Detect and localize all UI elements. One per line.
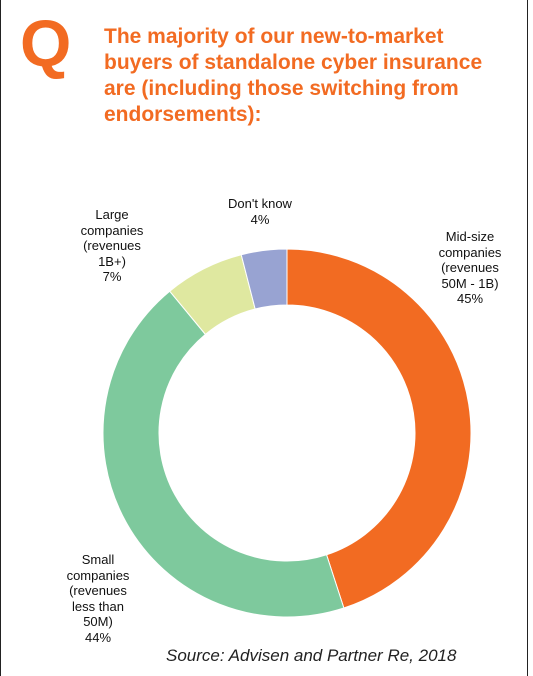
slice-value-dont-know: 4% xyxy=(250,211,270,227)
slice-mid-size xyxy=(286,248,472,609)
question-line: buyers of standalone cyber insurance xyxy=(104,51,483,74)
slice-small xyxy=(102,290,345,618)
slice-label-small: Small companies (revenues less than 50M)… xyxy=(48,552,148,645)
slice-value-small: 44% xyxy=(84,629,112,645)
slice-label-mid-size: Mid-size companies (revenues 50M - 1B) 4… xyxy=(420,229,520,307)
slice-value-large: 7% xyxy=(102,269,122,284)
slice-label-large: Large companies (revenues 1B+) 7% xyxy=(62,207,162,285)
source-note: Source: Advisen and Partner Re, 2018 xyxy=(166,646,457,665)
slice-label-dont-know: Don't know 4% xyxy=(210,196,310,227)
question-title: The majority of our new-to-market buyers… xyxy=(104,24,514,128)
slice-dont-know xyxy=(240,248,288,310)
question-line: The majority of our new-to-market xyxy=(104,25,444,48)
question-icon: Q xyxy=(20,6,72,80)
slice-value-mid-size: 45% xyxy=(456,291,484,306)
question-line: are (including those switching from xyxy=(104,77,459,100)
question-line: endorsements): xyxy=(104,103,262,126)
